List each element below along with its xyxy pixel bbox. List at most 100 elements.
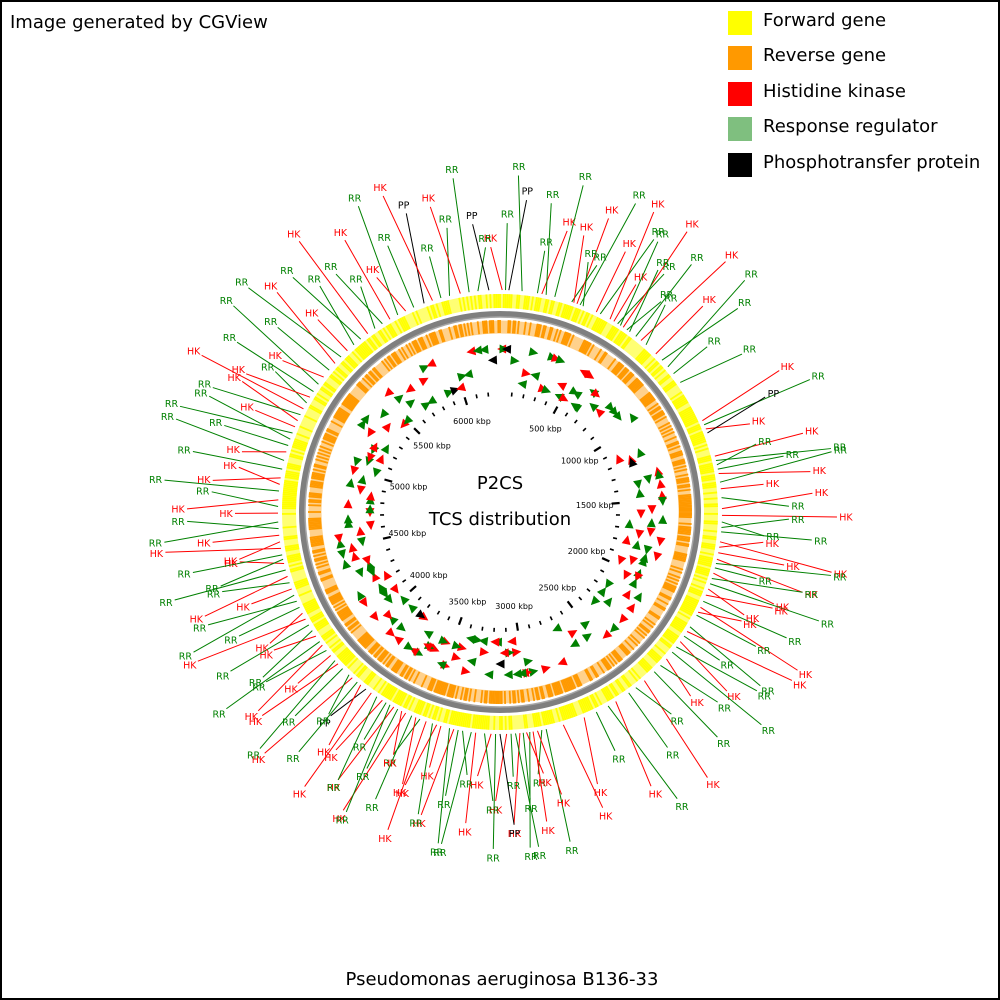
forward-gene bbox=[597, 320, 606, 334]
reverse-gene bbox=[560, 331, 567, 345]
forward-gene bbox=[341, 652, 354, 664]
minor-tick bbox=[402, 579, 407, 583]
forward-gene bbox=[308, 406, 322, 415]
forward-gene bbox=[630, 667, 642, 680]
forward-gene bbox=[372, 333, 383, 347]
reverse-gene bbox=[585, 668, 594, 681]
tcs-arrow-rr bbox=[337, 549, 346, 559]
callout-label-rr: RR bbox=[791, 502, 805, 513]
forward-gene bbox=[692, 577, 707, 584]
tcs-arrow-rr bbox=[356, 536, 366, 547]
reverse-gene bbox=[597, 351, 607, 364]
forward-gene bbox=[282, 489, 298, 493]
callout-label-hk: HK bbox=[799, 670, 813, 681]
callout-line-rr bbox=[554, 185, 584, 297]
forward-gene bbox=[699, 466, 714, 472]
forward-gene bbox=[699, 554, 714, 560]
kbp-label: 4000 kbp bbox=[410, 571, 448, 580]
callout-line-rr bbox=[207, 600, 297, 626]
legend-swatch bbox=[728, 152, 752, 177]
reverse-gene bbox=[405, 344, 414, 357]
callout-label-rr: RR bbox=[812, 372, 826, 383]
forward-gene bbox=[651, 366, 664, 378]
reverse-gene bbox=[674, 468, 688, 474]
tcs-arrow-rr bbox=[657, 496, 667, 506]
callout-line-rr bbox=[715, 563, 832, 576]
minor-tick bbox=[593, 579, 598, 583]
callout-line-hk bbox=[490, 247, 503, 291]
callout-line-hk bbox=[613, 284, 637, 322]
forward-gene bbox=[683, 599, 697, 608]
tcs-arrow-hk bbox=[579, 369, 590, 379]
tcs-arrow-rr bbox=[589, 402, 600, 413]
callout-line-rr bbox=[238, 606, 300, 637]
callout-line-hk bbox=[655, 305, 704, 355]
minor-tick bbox=[533, 397, 537, 402]
reverse-gene bbox=[336, 409, 349, 419]
callout-label-rr: RR bbox=[383, 758, 397, 769]
reverse-gene bbox=[641, 394, 653, 404]
reverse-gene bbox=[331, 597, 344, 606]
callout-line-rr bbox=[719, 451, 832, 483]
forward-gene bbox=[699, 468, 714, 473]
callout-label-rr: RR bbox=[212, 709, 226, 720]
callout-line-hk bbox=[251, 588, 292, 605]
tcs-arrow-hk bbox=[389, 583, 399, 594]
callout-label-rr: RR bbox=[501, 210, 515, 221]
callout-label-hk: HK bbox=[197, 475, 211, 486]
minor-tick bbox=[392, 456, 398, 460]
callout-label-rr: RR bbox=[378, 233, 392, 244]
forward-gene bbox=[694, 447, 709, 454]
tcs-arrow-rr bbox=[438, 635, 449, 644]
forward-gene bbox=[610, 328, 620, 342]
reverse-gene bbox=[357, 382, 368, 393]
reverse-gene bbox=[644, 616, 656, 626]
callout-label-rr: RR bbox=[193, 624, 207, 635]
reverse-gene bbox=[328, 591, 341, 600]
reverse-gene bbox=[584, 669, 592, 682]
reverse-gene bbox=[546, 326, 552, 340]
reverse-gene bbox=[469, 322, 474, 336]
reverse-gene bbox=[644, 398, 656, 408]
forward-gene bbox=[389, 687, 398, 701]
callout-label-rr: RR bbox=[172, 517, 186, 528]
reverse-gene bbox=[361, 377, 373, 388]
forward-gene bbox=[614, 331, 625, 345]
reverse-gene bbox=[599, 352, 608, 365]
forward-gene bbox=[479, 294, 483, 309]
forward-gene bbox=[304, 602, 319, 611]
tcs-arrow-rr bbox=[503, 670, 513, 680]
reverse-gene bbox=[677, 485, 691, 489]
reverse-gene bbox=[463, 323, 468, 337]
tcs-arrow-hk bbox=[460, 666, 471, 675]
reverse-gene bbox=[441, 682, 448, 696]
reverse-gene bbox=[542, 325, 547, 339]
reverse-gene bbox=[387, 355, 397, 367]
forward-gene bbox=[616, 332, 626, 346]
reverse-gene bbox=[662, 584, 676, 592]
forward-gene bbox=[579, 699, 587, 713]
forward-gene bbox=[339, 649, 351, 661]
callout-label-rr: RR bbox=[478, 234, 492, 245]
reverse-gene bbox=[380, 360, 391, 372]
reverse-gene bbox=[446, 683, 452, 697]
callout-label-rr: RR bbox=[308, 274, 322, 285]
minor-tick bbox=[422, 419, 427, 424]
callout-line-hk bbox=[201, 354, 304, 410]
callout-label-rr: RR bbox=[486, 853, 500, 864]
tcs-arrow-rr bbox=[596, 587, 606, 598]
minor-tick bbox=[385, 548, 391, 551]
reverse-gene bbox=[677, 535, 691, 539]
forward-gene bbox=[515, 294, 519, 309]
forward-gene bbox=[286, 552, 301, 558]
forward-gene bbox=[703, 497, 718, 501]
forward-gene bbox=[354, 348, 366, 361]
reverse-gene bbox=[632, 382, 643, 393]
forward-gene bbox=[544, 710, 550, 725]
reverse-gene bbox=[653, 603, 666, 612]
reverse-gene bbox=[581, 340, 589, 354]
forward-gene bbox=[363, 340, 374, 354]
forward-gene bbox=[336, 366, 349, 378]
reverse-gene bbox=[408, 342, 416, 355]
